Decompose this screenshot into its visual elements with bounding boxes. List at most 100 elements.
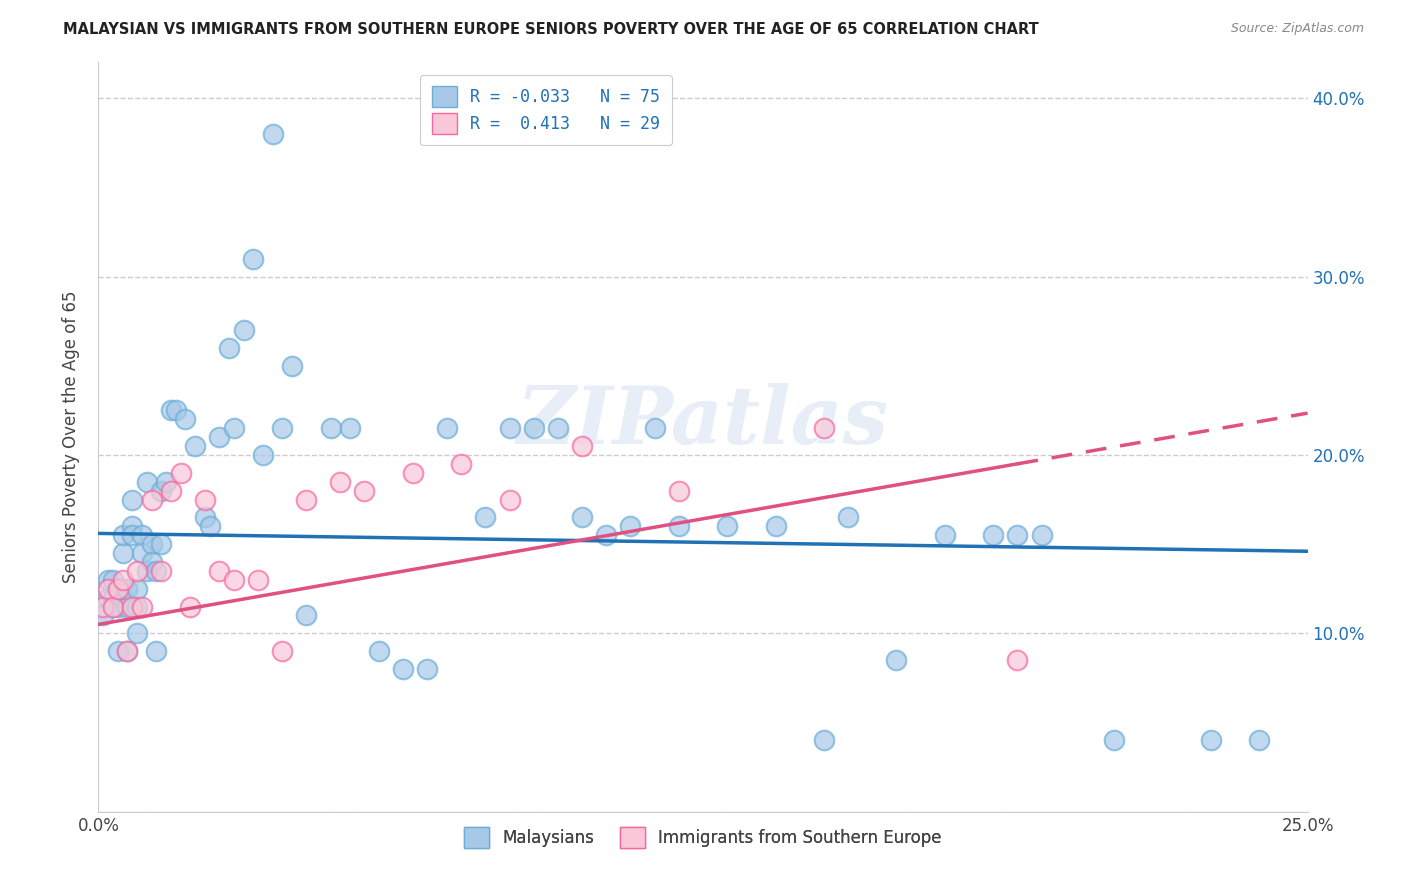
Point bbox=[837, 510, 859, 524]
Legend: Malaysians, Immigrants from Southern Europe: Malaysians, Immigrants from Southern Eur… bbox=[456, 819, 950, 855]
Point bbox=[668, 483, 690, 498]
Point bbox=[242, 252, 264, 266]
Point bbox=[169, 466, 191, 480]
Point bbox=[127, 626, 149, 640]
Point bbox=[547, 421, 569, 435]
Point bbox=[135, 475, 157, 489]
Point bbox=[232, 323, 254, 337]
Point bbox=[91, 608, 114, 623]
Point bbox=[1007, 528, 1029, 542]
Point bbox=[1199, 733, 1222, 747]
Point bbox=[436, 421, 458, 435]
Point bbox=[121, 492, 143, 507]
Point bbox=[194, 510, 217, 524]
Point bbox=[135, 564, 157, 578]
Point bbox=[97, 591, 120, 605]
Point bbox=[498, 421, 520, 435]
Text: Source: ZipAtlas.com: Source: ZipAtlas.com bbox=[1230, 22, 1364, 36]
Point bbox=[1007, 653, 1029, 667]
Point bbox=[208, 430, 231, 444]
Point bbox=[208, 564, 231, 578]
Point bbox=[595, 528, 617, 542]
Text: ZIPatlas: ZIPatlas bbox=[517, 384, 889, 461]
Text: MALAYSIAN VS IMMIGRANTS FROM SOUTHERN EUROPE SENIORS POVERTY OVER THE AGE OF 65 : MALAYSIAN VS IMMIGRANTS FROM SOUTHERN EU… bbox=[63, 22, 1039, 37]
Point bbox=[107, 582, 129, 596]
Point bbox=[981, 528, 1004, 542]
Point bbox=[886, 653, 908, 667]
Point bbox=[668, 519, 690, 533]
Point bbox=[813, 733, 835, 747]
Point bbox=[295, 608, 318, 623]
Point bbox=[1102, 733, 1125, 747]
Point bbox=[117, 582, 139, 596]
Point bbox=[121, 519, 143, 533]
Point bbox=[150, 564, 173, 578]
Point bbox=[416, 662, 439, 676]
Point bbox=[392, 662, 415, 676]
Point bbox=[179, 599, 201, 614]
Point bbox=[174, 412, 197, 426]
Point bbox=[523, 421, 546, 435]
Point bbox=[127, 599, 149, 614]
Point bbox=[117, 644, 139, 658]
Point bbox=[262, 127, 284, 141]
Point bbox=[368, 644, 391, 658]
Point bbox=[101, 599, 124, 614]
Point bbox=[1249, 733, 1271, 747]
Point bbox=[97, 582, 120, 596]
Point bbox=[571, 510, 593, 524]
Point bbox=[450, 457, 472, 471]
Point bbox=[252, 448, 274, 462]
Point bbox=[271, 421, 294, 435]
Point bbox=[281, 359, 304, 373]
Point bbox=[145, 644, 167, 658]
Point bbox=[184, 439, 207, 453]
Point bbox=[813, 421, 835, 435]
Point bbox=[91, 599, 114, 614]
Point bbox=[353, 483, 375, 498]
Point bbox=[329, 475, 352, 489]
Point bbox=[934, 528, 956, 542]
Point bbox=[271, 644, 294, 658]
Point bbox=[150, 483, 173, 498]
Point bbox=[150, 537, 173, 551]
Point bbox=[127, 582, 149, 596]
Point bbox=[571, 439, 593, 453]
Point bbox=[165, 403, 187, 417]
Point bbox=[160, 403, 183, 417]
Point bbox=[145, 564, 167, 578]
Point bbox=[97, 573, 120, 587]
Point bbox=[222, 573, 245, 587]
Point bbox=[141, 537, 163, 551]
Point bbox=[117, 644, 139, 658]
Point bbox=[107, 644, 129, 658]
Point bbox=[111, 591, 134, 605]
Point bbox=[101, 599, 124, 614]
Point bbox=[474, 510, 496, 524]
Point bbox=[111, 546, 134, 560]
Point bbox=[131, 528, 153, 542]
Point bbox=[111, 528, 134, 542]
Point bbox=[716, 519, 738, 533]
Point bbox=[765, 519, 787, 533]
Point bbox=[101, 573, 124, 587]
Point bbox=[131, 599, 153, 614]
Point bbox=[222, 421, 245, 435]
Point bbox=[121, 528, 143, 542]
Point bbox=[101, 591, 124, 605]
Point bbox=[339, 421, 361, 435]
Point bbox=[1031, 528, 1053, 542]
Point bbox=[107, 582, 129, 596]
Point bbox=[141, 555, 163, 569]
Point bbox=[644, 421, 666, 435]
Point bbox=[111, 573, 134, 587]
Point bbox=[247, 573, 270, 587]
Point bbox=[107, 599, 129, 614]
Point bbox=[141, 492, 163, 507]
Point bbox=[194, 492, 217, 507]
Y-axis label: Seniors Poverty Over the Age of 65: Seniors Poverty Over the Age of 65 bbox=[62, 291, 80, 583]
Point bbox=[295, 492, 318, 507]
Point bbox=[619, 519, 641, 533]
Point bbox=[121, 599, 143, 614]
Point bbox=[155, 475, 177, 489]
